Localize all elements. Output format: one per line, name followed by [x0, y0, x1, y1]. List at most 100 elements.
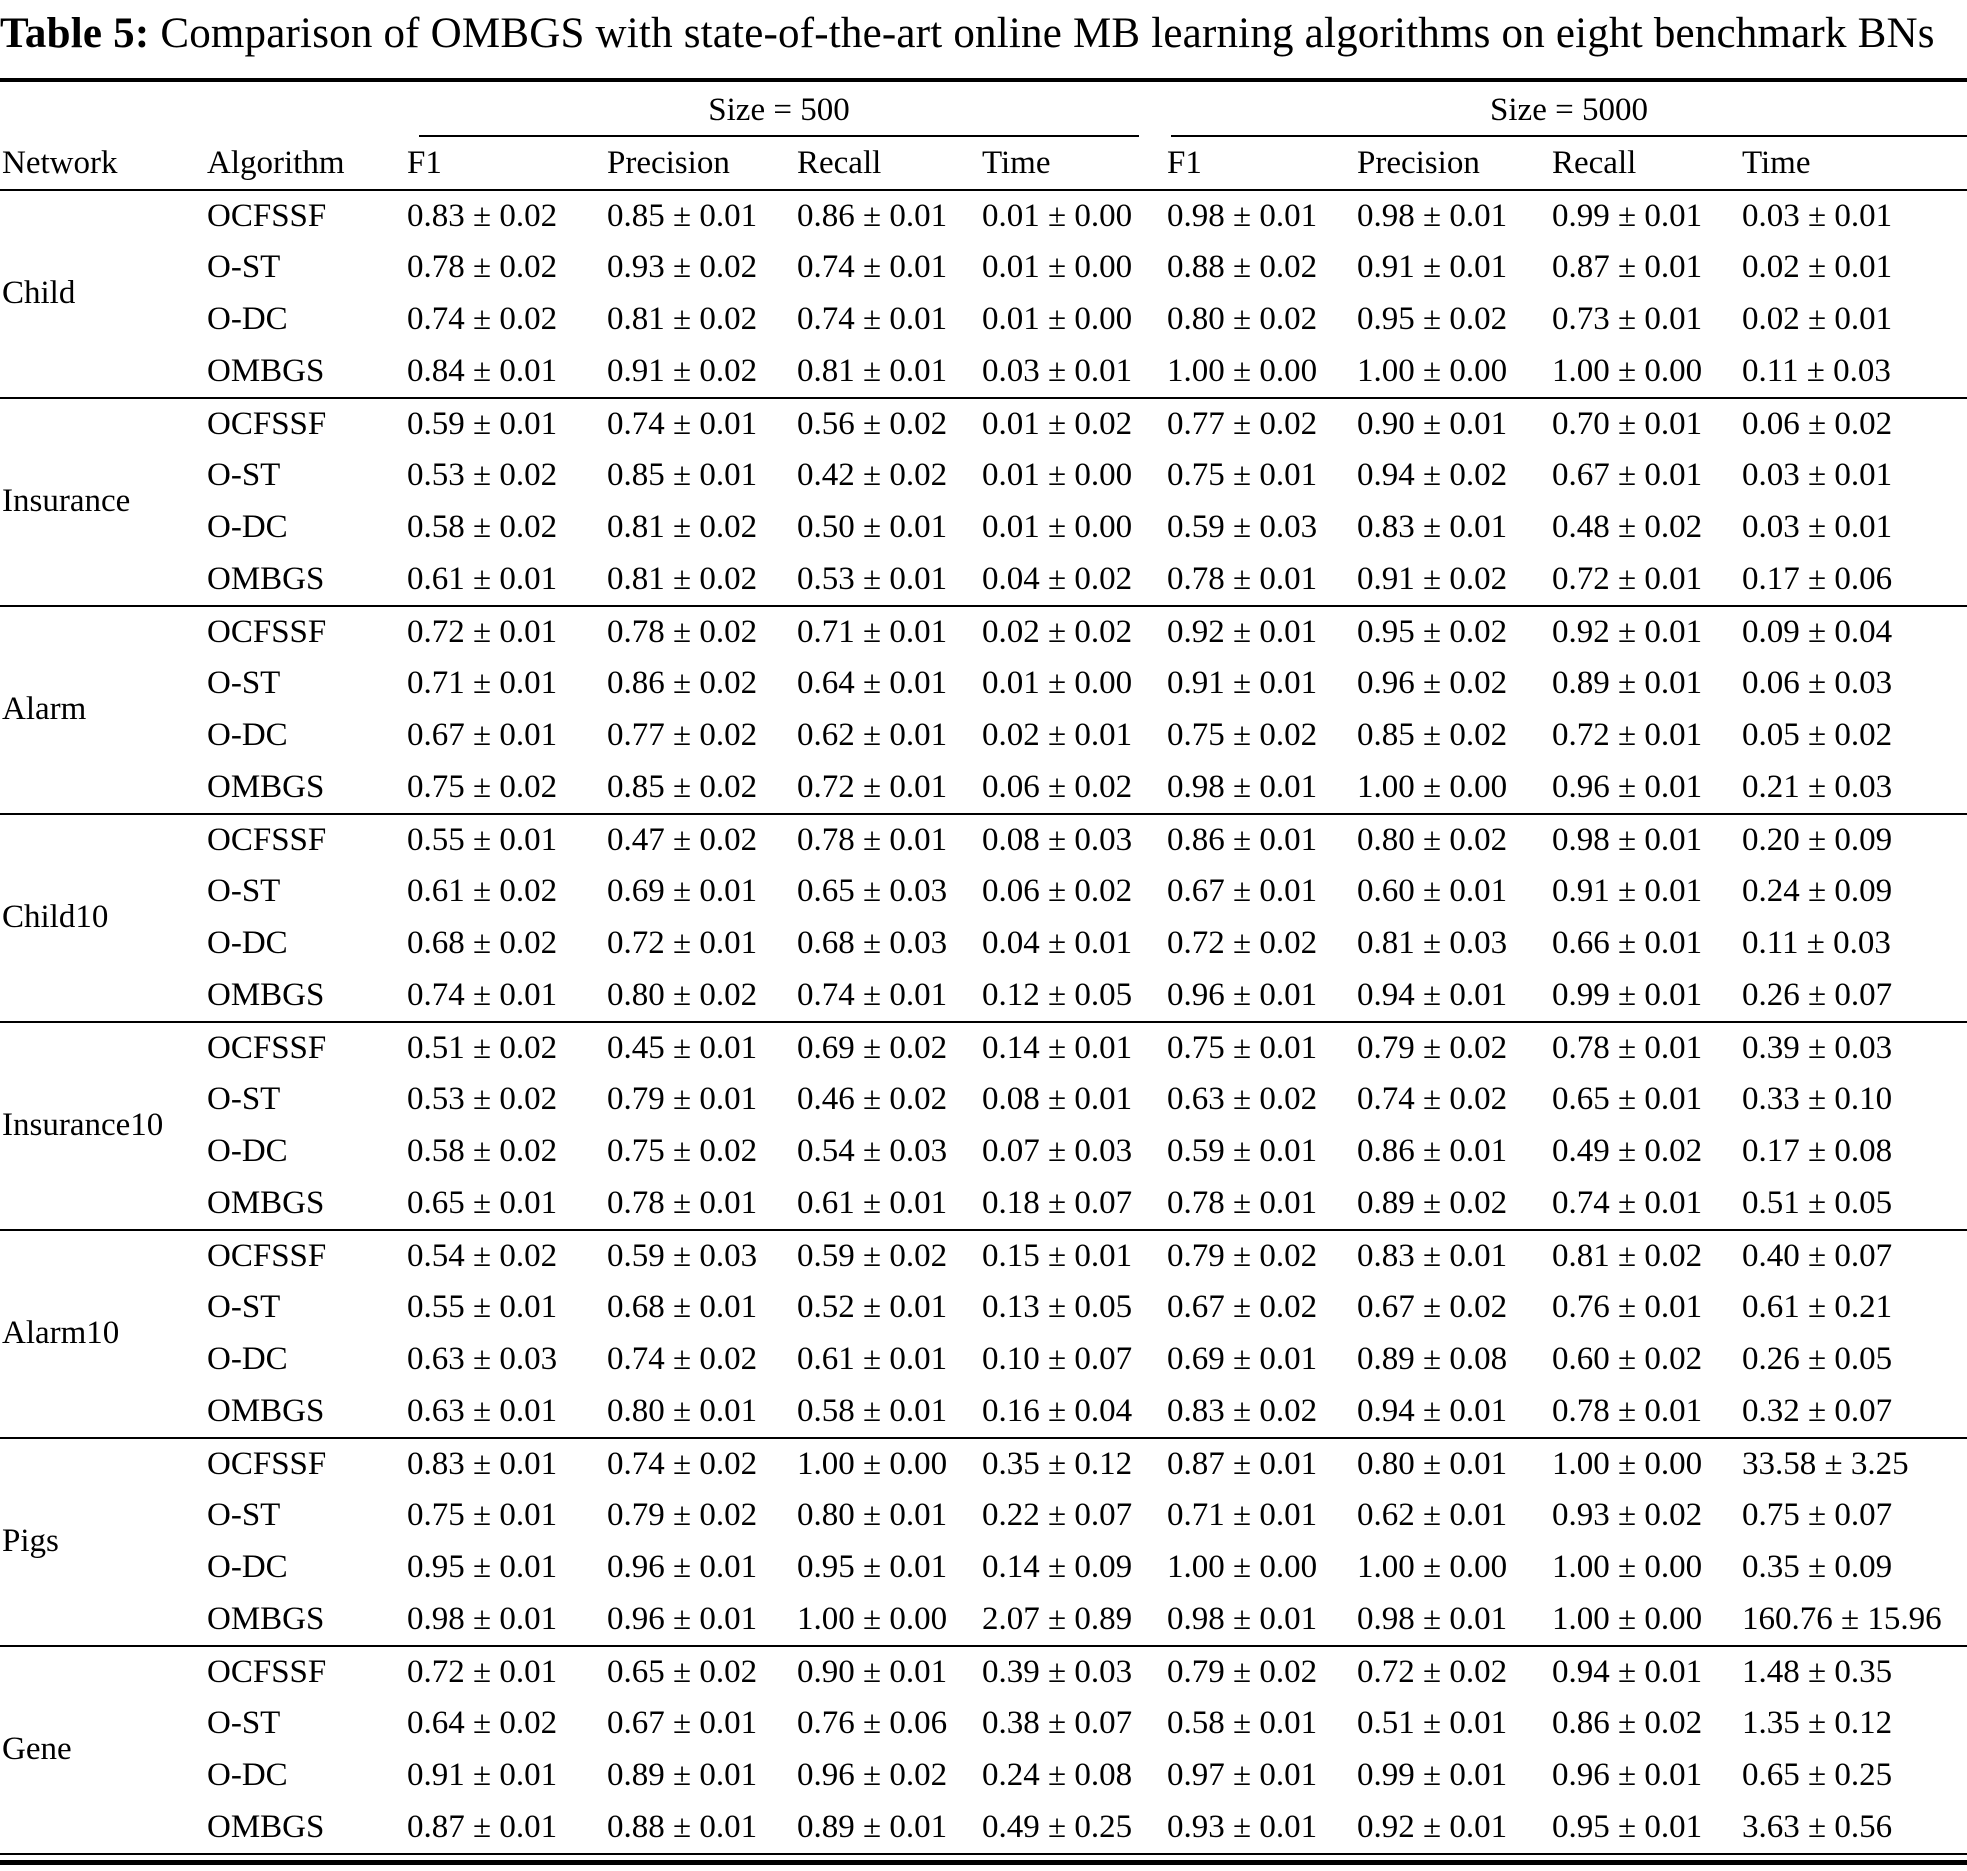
metric-value: 0.67 ± 0.01: [1552, 457, 1703, 494]
metric-value: 0.65 ± 0.02: [607, 1653, 758, 1690]
table-row: O-DC 0.68 ± 0.02 0.72 ± 0.01 0.68 ± 0.03 0.0…: [0, 918, 1967, 970]
metric-value: 0.95 ± 0.01: [1550, 1801, 1740, 1855]
metric-value: 0.58 ± 0.02: [407, 509, 558, 546]
table-row: Pigs OCFSSF 0.83 ± 0.01 0.74 ± 0.02 1.00 ± 0…: [0, 1437, 1967, 1647]
metric-value: 0.80 ± 0.01: [605, 1385, 795, 1439]
metric-value: 0.01 ± 0.00: [982, 509, 1133, 546]
algorithm-name: O-ST: [207, 457, 281, 494]
metric-value: 0.65 ± 0.01: [405, 1177, 605, 1231]
metric-value: 0.24 ± 0.08: [982, 1757, 1133, 1794]
metric-value: 0.90 ± 0.01: [797, 1653, 948, 1690]
metric-value: 0.02 ± 0.01: [1742, 301, 1893, 338]
metric-value: 0.78 ± 0.01: [1552, 1029, 1703, 1066]
metric-value: 0.64 ± 0.01: [797, 665, 948, 702]
table-row: Alarm10 OCFSSF 0.54 ± 0.02 0.59 ± 0.03 0.59 …: [0, 1229, 1967, 1439]
metric-value: 0.98 ± 0.01: [1167, 197, 1318, 234]
metric-value: 0.65 ± 0.03: [797, 873, 948, 910]
algorithm-name: O-DC: [207, 1757, 288, 1794]
metric-value: 0.88 ± 0.01: [605, 1801, 795, 1855]
metric-value: 0.91 ± 0.02: [605, 345, 795, 399]
metric-value: 0.67 ± 0.01: [1167, 873, 1318, 910]
metric-value: 0.77 ± 0.02: [607, 717, 758, 754]
metric-value: 1.35 ± 0.12: [1742, 1705, 1893, 1742]
table-row: Child OCFSSF 0.83 ± 0.02 0.85 ± 0.01 0.86 ± …: [0, 189, 1967, 399]
metric-value: 0.02 ± 0.01: [1742, 249, 1893, 286]
algorithm-name: O-DC: [207, 301, 288, 338]
metric-value: 0.98 ± 0.01: [1165, 1593, 1355, 1647]
metric-value: 160.76 ± 15.96: [1740, 1593, 1967, 1647]
metric-value: 0.35 ± 0.12: [982, 1445, 1133, 1482]
metric-value: 0.64 ± 0.02: [407, 1705, 558, 1742]
metric-value: 0.85 ± 0.01: [607, 457, 758, 494]
metric-value: 0.11 ± 0.03: [1740, 345, 1967, 399]
metric-value: 0.70 ± 0.01: [1552, 405, 1703, 442]
metric-value: 1.00 ± 0.00: [1165, 345, 1355, 399]
metric-value: 0.81 ± 0.01: [795, 345, 980, 399]
metric-value: 0.01 ± 0.00: [982, 197, 1133, 234]
metric-value: 0.69 ± 0.01: [1167, 1341, 1318, 1378]
metric-value: 0.77 ± 0.02: [1167, 405, 1318, 442]
metric-value: 0.89 ± 0.01: [795, 1801, 980, 1855]
metric-value: 0.01 ± 0.00: [982, 457, 1133, 494]
algorithm-name: OCFSSF: [207, 1653, 327, 1690]
metric-value: 0.86 ± 0.01: [1167, 821, 1318, 858]
algorithm-name: OCFSSF: [207, 405, 327, 442]
table-row: O-DC 0.67 ± 0.01 0.77 ± 0.02 0.62 ± 0.01 0.0…: [0, 710, 1967, 762]
metric-value: 0.06 ± 0.02: [982, 873, 1133, 910]
metric-value: 0.95 ± 0.01: [407, 1549, 558, 1586]
metric-value: 0.35 ± 0.09: [1742, 1549, 1893, 1586]
table-row: O-ST 0.61 ± 0.02 0.69 ± 0.01 0.65 ± 0.03 0.0…: [0, 866, 1967, 918]
metric-value: 0.96 ± 0.01: [1550, 761, 1740, 815]
algorithm-name: O-DC: [207, 717, 288, 754]
metric-value: 0.45 ± 0.01: [607, 1029, 758, 1066]
metric-value: 0.38 ± 0.07: [982, 1705, 1133, 1742]
metric-value: 0.61 ± 0.01: [405, 553, 605, 607]
results-table: Size = 500 Size = 5000 Network Algorithm F1 P…: [0, 77, 1967, 1866]
metric-value: 0.98 ± 0.01: [405, 1593, 605, 1647]
metric-value: 0.50 ± 0.01: [797, 509, 948, 546]
algorithm-name: O-ST: [207, 1081, 281, 1118]
metric-value: 0.39 ± 0.03: [982, 1653, 1133, 1690]
algorithm-name: OCFSSF: [207, 1029, 327, 1066]
table-row: OMBGS 0.75 ± 0.02 0.85 ± 0.02 0.72 ± 0.01 0.…: [0, 761, 1967, 815]
metric-value: 0.79 ± 0.02: [1167, 1653, 1318, 1690]
metric-value: 0.75 ± 0.01: [1167, 457, 1318, 494]
algorithm-name: O-ST: [207, 1497, 281, 1534]
metric-value: 0.81 ± 0.02: [607, 301, 758, 338]
metric-value: 0.85 ± 0.01: [607, 197, 758, 234]
size-group-header: Size = 5000: [1165, 80, 1967, 138]
metric-value: 0.79 ± 0.02: [1357, 1029, 1508, 1066]
metric-value: 0.94 ± 0.01: [1552, 1653, 1703, 1690]
network-name: Pigs: [0, 1437, 205, 1647]
metric-value: 0.92 ± 0.01: [1167, 613, 1318, 650]
table-row: O-ST 0.55 ± 0.01 0.68 ± 0.01 0.52 ± 0.01 0.1…: [0, 1282, 1967, 1334]
metric-value: 0.87 ± 0.01: [405, 1801, 605, 1855]
metric-value: 0.14 ± 0.01: [982, 1029, 1133, 1066]
metric-value: 0.72 ± 0.01: [407, 613, 558, 650]
metric-value: 0.98 ± 0.01: [1165, 761, 1355, 815]
metric-value: 0.66 ± 0.01: [1552, 925, 1703, 962]
metric-value: 1.00 ± 0.00: [1355, 761, 1550, 815]
metric-value: 0.79 ± 0.02: [607, 1497, 758, 1534]
metric-value: 0.86 ± 0.01: [1357, 1133, 1508, 1170]
metric-value: 0.07 ± 0.03: [982, 1133, 1133, 1170]
table-row: O-ST 0.75 ± 0.01 0.79 ± 0.02 0.80 ± 0.01 0.2…: [0, 1490, 1967, 1542]
metric-value: 0.01 ± 0.00: [982, 301, 1133, 338]
metric-value: 0.74 ± 0.01: [795, 969, 980, 1023]
metric-value: 1.00 ± 0.00: [1167, 1549, 1318, 1586]
algorithm-name: OMBGS: [205, 1385, 405, 1439]
algorithm-name: O-DC: [207, 1549, 288, 1586]
size-header-row: Size = 500 Size = 5000: [0, 80, 1967, 138]
metric-value: 0.54 ± 0.02: [407, 1237, 558, 1274]
algorithm-name: O-ST: [207, 1705, 281, 1742]
metric-value: 0.06 ± 0.03: [1742, 665, 1893, 702]
metric-value: 0.69 ± 0.02: [797, 1029, 948, 1066]
metric-value: 0.14 ± 0.09: [982, 1549, 1133, 1586]
metric-value: 0.89 ± 0.01: [1552, 665, 1703, 702]
metric-value: 0.99 ± 0.01: [1357, 1757, 1508, 1794]
metric-value: 1.00 ± 0.00: [1355, 345, 1550, 399]
metric-value: 0.91 ± 0.02: [1355, 553, 1550, 607]
algorithm-name: O-DC: [207, 1341, 288, 1378]
metric-value: 0.75 ± 0.02: [405, 761, 605, 815]
